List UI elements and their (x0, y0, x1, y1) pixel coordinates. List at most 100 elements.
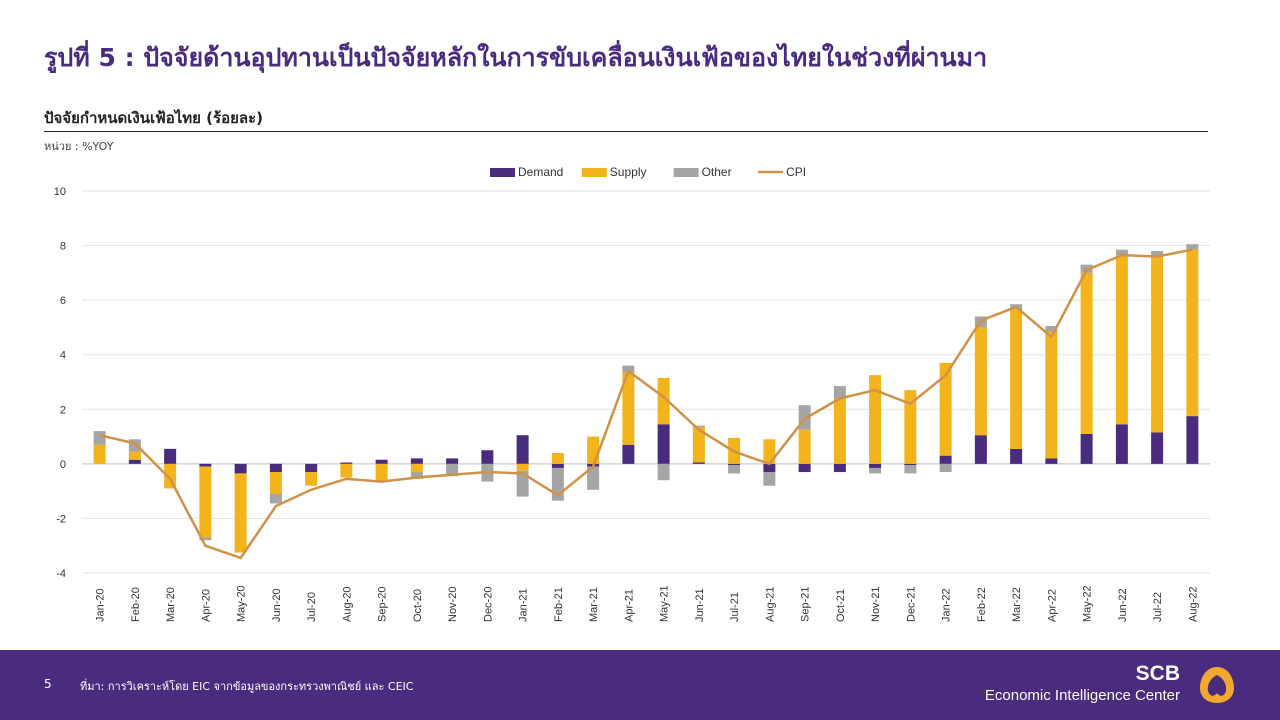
bar-other (199, 537, 212, 541)
bar-other (763, 472, 776, 486)
x-tick-label: Nov-20 (447, 587, 459, 622)
x-tick-label: Sep-21 (800, 587, 812, 622)
x-tick-label: Aug-21 (764, 587, 776, 622)
bar-other (728, 465, 741, 474)
bar-demand (1045, 458, 1058, 464)
point-cpi (168, 477, 172, 481)
bar-supply (551, 452, 564, 464)
bar-demand (1151, 432, 1164, 464)
point-cpi (1014, 305, 1018, 309)
point-cpi (415, 476, 419, 479)
bar-other (1045, 326, 1058, 332)
x-tick-label: Aug-20 (341, 587, 353, 622)
x-tick-label: Mar-20 (165, 587, 177, 622)
x-tick-label: Jul-20 (306, 592, 318, 622)
x-tick-label: Oct-21 (835, 589, 847, 622)
x-tick-label: Feb-22 (976, 587, 988, 622)
bar-other (622, 365, 635, 373)
y-tick-label: -4 (56, 568, 66, 580)
bar-demand (234, 463, 247, 474)
legend-swatch-other (673, 168, 699, 177)
bar-demand (199, 463, 212, 467)
brand-subtitle: Economic Intelligence Center (984, 687, 1180, 704)
bar-demand (974, 435, 987, 464)
x-tick-label: Sep-20 (377, 587, 389, 622)
bar-other (692, 425, 705, 428)
chart-subtitle: ปัจจัยกำหนดเงินเฟ้อไทย (ร้อยละ) (44, 109, 263, 127)
point-cpi (873, 388, 877, 392)
bar-other (410, 472, 423, 479)
bar-demand (340, 462, 353, 464)
point-cpi (133, 442, 137, 445)
x-tick-label: Dec-20 (482, 587, 494, 622)
bar-other (657, 463, 670, 481)
bar-demand (939, 455, 952, 464)
point-cpi (979, 319, 983, 322)
x-tick-label: Jul-22 (1152, 592, 1164, 622)
point-cpi (732, 450, 736, 453)
y-tick-label: 8 (60, 241, 66, 253)
bar-supply (1151, 256, 1164, 433)
bar-demand (833, 463, 846, 473)
bar-other (869, 467, 882, 474)
x-tick-label: Jan-22 (941, 588, 953, 622)
point-cpi (803, 417, 806, 421)
bar-other (1080, 264, 1093, 273)
bar-supply (833, 398, 846, 464)
point-cpi (697, 428, 701, 431)
scb-logo-icon (1200, 667, 1234, 703)
bar-other (939, 463, 952, 473)
bar-demand (305, 463, 318, 473)
x-tick-label: Dec-21 (905, 587, 917, 622)
point-cpi (380, 480, 383, 483)
legend-label-demand: Demand (518, 165, 563, 179)
point-cpi (450, 473, 454, 476)
bar-supply (1080, 272, 1093, 434)
bar-supply (798, 429, 811, 464)
bar-supply (234, 473, 247, 553)
legend-label-other: Other (702, 165, 732, 179)
bar-demand (1115, 424, 1128, 464)
x-tick-label: Feb-20 (130, 587, 142, 622)
x-tick-label: May-20 (236, 585, 248, 622)
bar-demand (622, 444, 635, 464)
point-cpi (662, 395, 665, 399)
x-tick-label: Jan-21 (518, 588, 530, 622)
point-cpi (944, 373, 947, 377)
bar-supply (1010, 309, 1023, 449)
point-cpi (309, 488, 313, 491)
point-cpi (838, 397, 842, 400)
bar-demand (1080, 433, 1093, 464)
point-cpi (521, 472, 524, 475)
bar-other (904, 465, 917, 474)
bar-other (516, 470, 529, 497)
x-tick-label: Apr-22 (1046, 589, 1058, 622)
point-cpi (1085, 268, 1088, 272)
bar-supply (516, 463, 529, 471)
bar-demand (128, 459, 141, 464)
bar-other (833, 386, 846, 399)
bar-supply (1186, 249, 1199, 417)
point-cpi (1191, 248, 1194, 251)
bar-other (446, 463, 459, 477)
bar-other (93, 431, 106, 445)
point-cpi (768, 462, 771, 466)
y-tick-label: 2 (60, 404, 66, 416)
bar-supply (199, 466, 212, 538)
x-tick-label: May-22 (1082, 585, 1094, 622)
bar-demand (904, 463, 917, 466)
line-cpi (99, 248, 1193, 560)
point-cpi (274, 504, 278, 508)
y-tick-label: -2 (56, 513, 66, 525)
bar-supply (939, 362, 952, 456)
bar-other (587, 466, 600, 490)
y-tick-label: 6 (60, 295, 66, 307)
point-cpi (239, 556, 242, 560)
bar-other (1151, 251, 1164, 257)
bar-supply (622, 372, 635, 445)
x-tick-label: Feb-21 (553, 587, 565, 622)
y-tick-label: 10 (54, 186, 66, 198)
bar-demand (410, 458, 423, 464)
x-tick-label: Jun-20 (271, 588, 283, 622)
bar-supply (587, 436, 600, 464)
